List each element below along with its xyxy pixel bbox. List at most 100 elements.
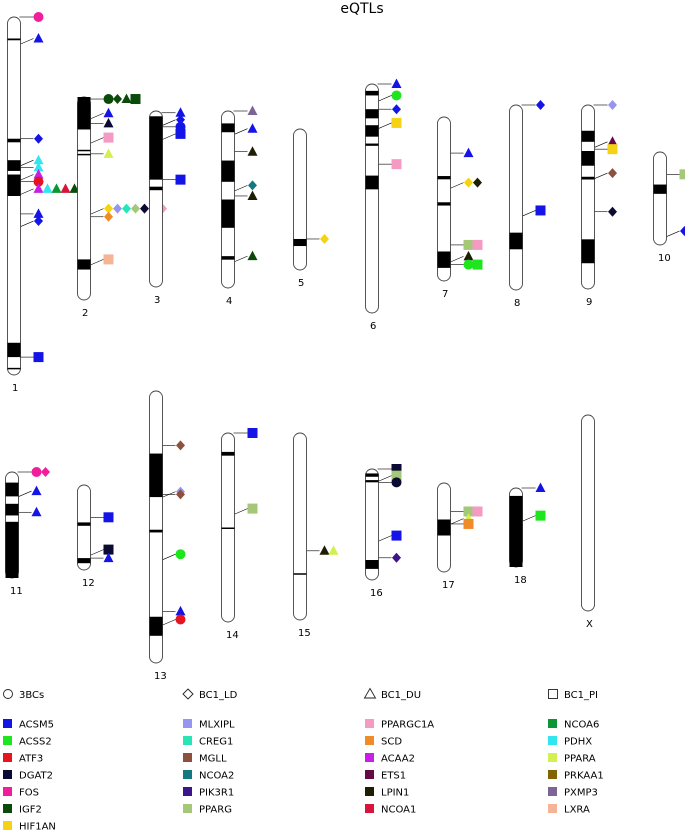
marker-square-dgat2	[103, 544, 114, 555]
marker-diamond-acsm5	[680, 226, 685, 237]
gene-legend-item-lpin1: LPIN1	[365, 787, 409, 799]
marker-circle-atf3	[175, 614, 186, 625]
marker-connector	[19, 188, 34, 196]
marker-diamond-creg1	[122, 203, 131, 214]
gene-legend-label: NCOA1	[381, 805, 416, 816]
marker-square-igf2	[130, 94, 141, 105]
marker-diamond-hif1an	[320, 233, 329, 244]
shape-legend-label: BC1_PI	[564, 690, 598, 701]
gene-swatch	[3, 787, 12, 796]
gene-legend-label: ATF3	[19, 754, 43, 765]
chromosome-band	[5, 521, 19, 578]
chromosome-band	[5, 482, 19, 497]
marker-connector	[89, 137, 104, 144]
chromosome-label: 17	[442, 580, 455, 591]
chromosome-10: 10	[653, 151, 685, 264]
gene-legend-item-dgat2: DGAT2	[3, 770, 53, 782]
marker-connector	[521, 515, 536, 522]
chromosome-label: 2	[82, 308, 88, 319]
gene-legend-item-pxmp3: PXMP3	[548, 787, 598, 799]
chromosome-band	[365, 175, 379, 190]
marker-circle-igf2	[103, 94, 114, 105]
marker-connector	[89, 549, 104, 556]
marker-square-acsm5	[175, 174, 186, 185]
chromosome-label: 8	[514, 298, 520, 309]
gene-legend-label: PDHX	[564, 737, 592, 748]
gene-swatch	[548, 804, 557, 813]
chromosome-1: 1	[7, 12, 89, 394]
gene-legend-item-pdhx: PDHX	[548, 736, 592, 748]
gene-swatch	[183, 753, 192, 762]
gene-legend-label: HIF1AN	[19, 822, 56, 833]
chromosome-band	[509, 495, 523, 567]
marker-triangle-igf2	[69, 183, 80, 193]
chromosome-band	[7, 38, 21, 41]
gene-swatch	[183, 770, 192, 779]
chromosome-label: 1	[12, 383, 18, 394]
chromosome-4: 4	[221, 105, 258, 307]
marker-diamond-acsm5	[34, 216, 43, 227]
square-icon	[548, 689, 558, 699]
marker-connector	[89, 208, 104, 215]
gene-legend-item-creg1: CREG1	[183, 736, 233, 748]
gene-legend-item-mgll: MGLL	[183, 753, 227, 765]
gene-swatch	[183, 719, 192, 728]
chromosome-3: 3	[149, 107, 186, 306]
chromosome-body	[293, 128, 307, 271]
gene-swatch	[183, 804, 192, 813]
marker-diamond-mgll	[176, 440, 185, 451]
marker-diamond-dgat2	[140, 203, 149, 214]
marker-diamond-scd	[104, 211, 113, 222]
chromosome-label: 18	[514, 575, 527, 586]
chromosome-band	[5, 503, 19, 516]
gene-legend-item-ncoa6: NCOA6	[548, 719, 599, 731]
shape-legend: 3BCs BC1_LD BC1_DU BC1_PI	[3, 687, 598, 701]
marker-triangle-pdhx	[33, 161, 44, 172]
marker-connector	[19, 38, 34, 45]
gene-legend-item-fos: FOS	[3, 787, 39, 799]
marker-diamond-igf2	[113, 94, 122, 105]
marker-square-lxra	[103, 254, 114, 265]
shape-legend-item-bc1-pi: BC1_PI	[548, 689, 598, 701]
chromosome-band	[221, 199, 235, 228]
chromosome-band	[365, 109, 379, 119]
marker-square-acsm5	[391, 530, 402, 541]
marker-square-pparg	[679, 169, 685, 180]
chromosome-band	[77, 558, 91, 564]
gene-swatch	[183, 787, 192, 796]
marker-triangle-dgat2	[103, 117, 114, 128]
marker-connector	[233, 185, 248, 192]
marker-connector	[377, 122, 392, 130]
gene-legend-label: LXRA	[564, 805, 590, 816]
marker-triangle-ppara	[328, 545, 339, 555]
gene-legend-label: PPARG	[199, 805, 232, 816]
gene-legend-item-mlxipl: MLXIPL	[183, 719, 235, 731]
chromosome-body	[509, 104, 523, 291]
marker-connector	[161, 119, 176, 127]
gene-legend-label: PPARA	[564, 754, 596, 765]
chromosome-label: 9	[586, 297, 592, 308]
gene-legend-item-hif1an: HIF1AN	[3, 821, 56, 833]
diamond-icon	[182, 688, 194, 700]
gene-legend-item-acaa2: ACAA2	[365, 753, 415, 765]
chromosome-label: 10	[658, 253, 671, 264]
marker-diamond-lpin1	[473, 177, 482, 188]
gene-swatch	[548, 770, 557, 779]
marker-triangle-acsm5	[103, 552, 114, 563]
gene-swatch	[183, 736, 192, 745]
marker-triangle-pdhx	[33, 154, 44, 165]
gene-swatch	[3, 821, 12, 830]
marker-diamond-mlxipl	[608, 100, 617, 110]
shape-legend-label: 3BCs	[19, 690, 44, 701]
chromosome-band	[149, 186, 163, 191]
marker-square-acsm5	[247, 428, 258, 438]
chromosome-band	[7, 160, 21, 171]
chromosome-band	[7, 367, 21, 370]
chromosome-band	[581, 176, 595, 180]
gene-legend-label: PIK3R1	[199, 788, 234, 799]
marker-connector	[19, 159, 34, 167]
marker-square-acsm5	[535, 205, 546, 216]
marker-diamond-dgat2	[608, 206, 617, 217]
